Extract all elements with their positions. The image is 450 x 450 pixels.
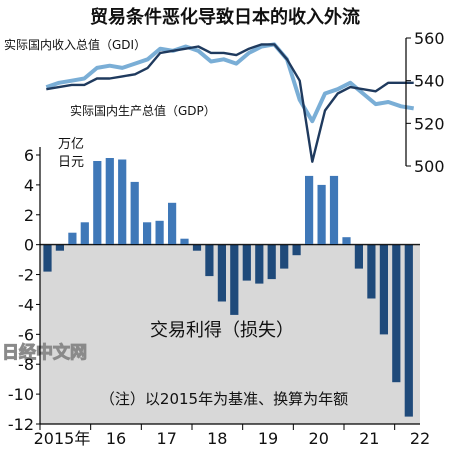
bar-2017Q3 [168,202,177,245]
bar-2018Q1 [192,244,202,251]
line-y-tick-label: 520 [414,114,445,133]
bar-2019Q2 [255,244,264,284]
bar-panel-background [40,243,420,424]
bar-chart-title: 交易利得（损失） [150,320,294,341]
line-series-group [45,42,415,163]
bar-y-tick-label: 2 [24,206,34,225]
bar-2018Q2 [205,244,214,277]
bar-series [43,158,413,417]
x-tick-label: 16 [106,429,126,448]
bar-2022Q1 [392,244,401,383]
x-tick-label: 20 [309,429,329,448]
bar-2018Q4 [230,244,239,315]
bar-2018Q3 [217,244,226,302]
bar-2021Q3 [367,244,376,299]
bar-2016Q1 [93,161,102,245]
bar-unit-label-line1: 万亿 [58,137,84,152]
bar-y-tick-label: -4 [18,295,34,314]
bar-2020Q1 [292,244,301,256]
bar-2016Q2 [105,158,114,245]
x-tick-label: 18 [207,429,227,448]
bar-2015Q2 [55,244,64,251]
bar-2015Q3 [68,232,77,245]
bar-2016Q3 [118,159,127,245]
bar-y-tick-label: -6 [18,325,34,344]
bar-2019Q1 [242,244,251,281]
x-tick-label: 19 [258,429,278,448]
bar-2021Q1 [342,237,351,245]
bar-2021Q2 [354,244,363,269]
bar-unit-label-line2: 日元 [58,155,84,170]
watermark-text: 日经中文网 [2,342,87,363]
bar-y-tick-label: -10 [8,385,34,404]
bar-y-tick-label: 6 [24,146,34,165]
bar-2017Q4 [180,238,189,245]
x-tick-label: 21 [359,429,379,448]
bar-y-tick-label: 4 [24,176,34,195]
bar-2022Q2 [404,244,413,417]
chart-note: （注）以2015年为基准、换算为年额 [100,390,348,408]
line-y-tick-label: 500 [414,157,445,176]
bar-2019Q3 [267,244,276,280]
bar-y-tick-label: 0 [24,236,34,255]
bar-y-tick-label: -12 [8,415,34,434]
x-tick-label: 17 [157,429,177,448]
bar-2017Q1 [143,222,152,245]
gdp-series-label: 实际国内生产总值（GDP） [70,103,216,118]
x-tick-label: 2015年 [34,429,91,448]
chart-title: 贸易条件恶化导致日本的收入外流 [90,6,360,28]
bar-2015Q1 [43,244,52,272]
gdp-line [46,43,414,163]
bar-2020Q3 [317,184,326,245]
x-tick-label: 22 [410,429,430,448]
gdi-series-label: 实际国内收入总值（GDI） [4,37,146,52]
gdi-line [45,42,415,124]
bar-y-tick-label: -8 [18,355,34,374]
bar-2019Q4 [280,244,289,269]
bar-2020Q4 [329,175,339,245]
bar-2021Q4 [379,244,388,335]
bar-y-tick-label: -2 [18,266,34,285]
bar-2017Q2 [155,220,164,245]
line-y-tick-label: 560 [414,29,445,48]
bar-2015Q4 [80,222,89,245]
line-y-tick-label: 540 [414,72,445,91]
bar-2020Q2 [305,175,314,245]
bar-2016Q4 [130,181,139,245]
